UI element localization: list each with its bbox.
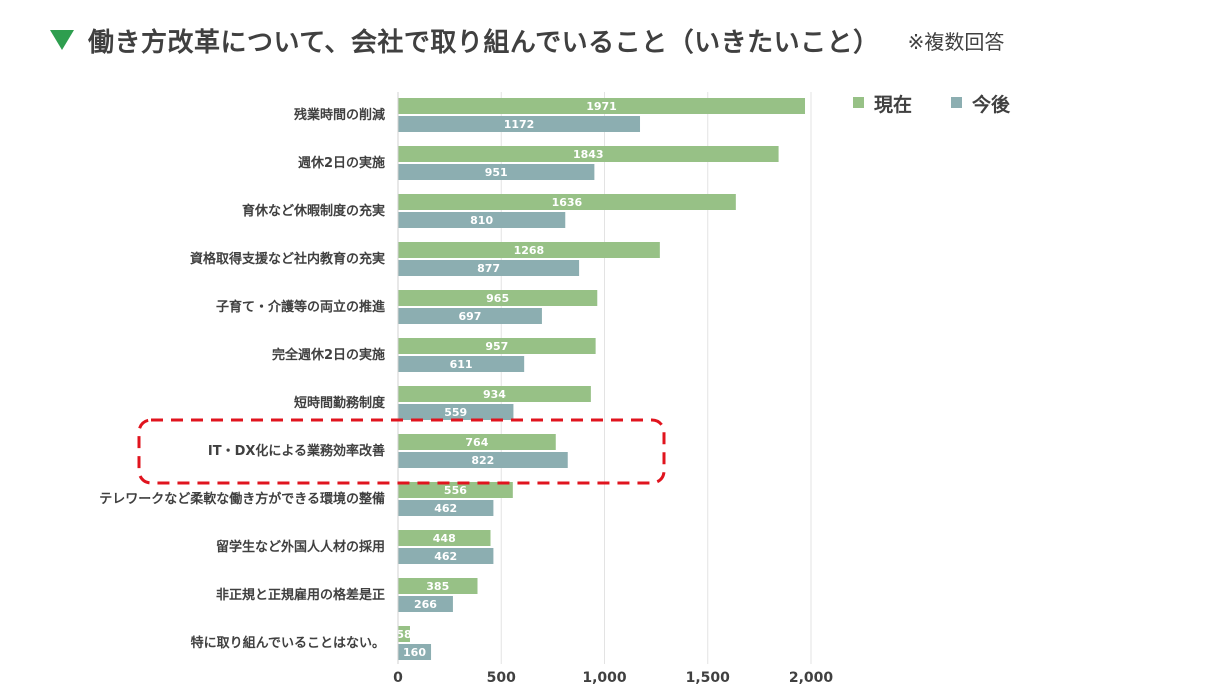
bar-future (398, 116, 641, 132)
category-label: 完全週休2日の実施 (272, 347, 385, 363)
bar-future (398, 356, 525, 372)
category-label: 特に取り組んでいることはない。 (191, 635, 385, 651)
legend-label: 現在 (874, 93, 912, 116)
bar-current (398, 482, 513, 498)
data-label: 58 (396, 628, 411, 641)
x-tick-label: 2,000 (789, 670, 834, 686)
category-label: テレワークなど柔軟な働き方ができる環境の整備 (99, 491, 385, 507)
category-label: 残業時間の削減 (294, 107, 385, 123)
bar-future (398, 308, 542, 324)
data-label: 266 (414, 598, 437, 611)
bar-current (398, 98, 806, 114)
legend-swatch (951, 97, 962, 108)
data-label: 462 (434, 550, 457, 563)
category-label: 非正規と正規雇用の格差是正 (216, 587, 385, 603)
category-label: 育休など休暇制度の充実 (242, 203, 385, 219)
x-tick-label: 1,000 (582, 670, 627, 686)
bar-current (398, 578, 478, 594)
bar-future (398, 500, 494, 516)
category-label: IT・DX化による業務効率改善 (208, 443, 385, 459)
x-tick-label: 500 (487, 670, 516, 686)
category-label: 資格取得支援など社内教育の充実 (190, 251, 385, 267)
legend-swatch (853, 97, 864, 108)
bar-future (398, 212, 566, 228)
data-label: 951 (485, 166, 508, 179)
data-label: 1843 (573, 148, 604, 161)
bar-future (398, 452, 568, 468)
bar-current (398, 338, 596, 354)
data-label: 1172 (504, 118, 535, 131)
bar-future (398, 404, 514, 420)
data-label: 965 (486, 292, 509, 305)
data-label: 957 (485, 340, 508, 353)
bar-future (398, 260, 580, 276)
category-label: 短時間勤務制度 (294, 395, 386, 411)
data-label: 822 (471, 454, 494, 467)
data-label: 1971 (586, 100, 617, 113)
bar-current (398, 290, 598, 306)
bar-current (398, 530, 491, 546)
x-tick-label: 1,500 (686, 670, 731, 686)
data-label: 448 (433, 532, 456, 545)
category-label: 子育て・介護等の両立の推進 (216, 299, 385, 315)
data-label: 559 (444, 406, 467, 419)
data-label: 877 (477, 262, 500, 275)
data-label: 1268 (514, 244, 545, 257)
highlight-box (137, 418, 666, 485)
data-label: 160 (403, 646, 426, 659)
bar-future (398, 548, 494, 564)
data-label: 764 (465, 436, 488, 449)
chart-header: 働き方改革について、会社で取り組んでいること（いきたいこと） ※複数回答 (50, 20, 1004, 60)
triangle-down-icon (50, 30, 74, 50)
x-tick-label: 0 (393, 670, 403, 686)
legend-label: 今後 (971, 93, 1011, 116)
chart-title: 働き方改革について、会社で取り組んでいること（いきたいこと） (88, 27, 880, 58)
bar-current (398, 146, 779, 162)
bar-future (398, 164, 595, 180)
data-label: 556 (444, 484, 467, 497)
data-label: 934 (483, 388, 506, 401)
bar-current (398, 434, 556, 450)
data-label: 385 (426, 580, 449, 593)
data-label: 1636 (552, 196, 583, 209)
chart-subtitle: ※複数回答 (907, 29, 1005, 54)
data-label: 611 (450, 358, 473, 371)
bar-current (398, 626, 410, 642)
data-label: 697 (458, 310, 481, 323)
bar-current (398, 386, 591, 402)
data-label: 810 (470, 214, 493, 227)
category-label: 週休2日の実施 (298, 155, 385, 171)
bar-future (398, 644, 432, 660)
category-label: 留学生など外国人人材の採用 (216, 539, 385, 555)
bar-current (398, 194, 736, 210)
bar-current (398, 242, 660, 258)
bar-future (398, 596, 453, 612)
data-label: 462 (434, 502, 457, 515)
